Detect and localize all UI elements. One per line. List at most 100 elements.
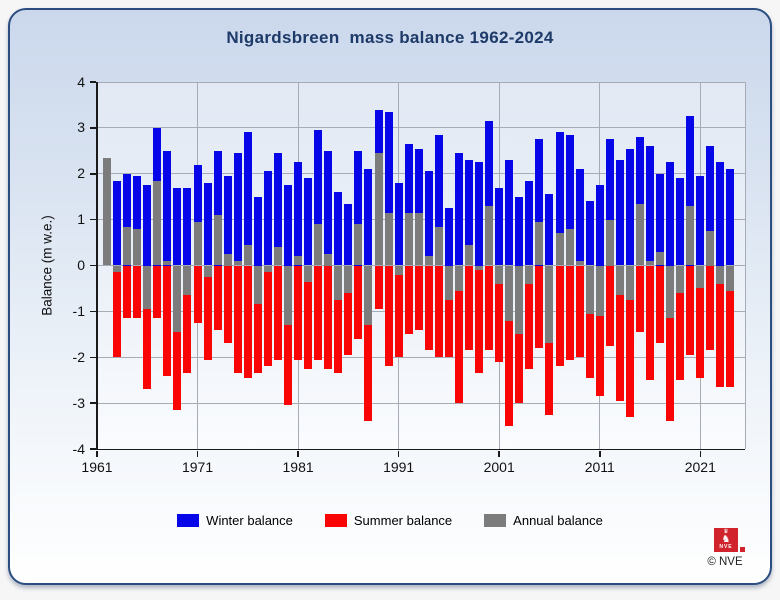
bar-winter-1987 xyxy=(354,150,363,266)
bar-annual-1987 xyxy=(354,224,363,266)
bar-winter-2000 xyxy=(485,120,494,266)
bar-winter-2024 xyxy=(726,169,735,266)
bar-annual-2000 xyxy=(485,205,494,266)
bar-summer-1979 xyxy=(273,265,282,360)
bar-winter-1995 xyxy=(434,134,443,266)
bar-annual-1962 xyxy=(103,157,112,266)
bar-annual-1988 xyxy=(364,265,373,326)
bar-winter-2009 xyxy=(575,169,584,266)
bar-summer-2004 xyxy=(525,265,534,369)
bar-summer-1974 xyxy=(223,265,232,344)
x-tick-1991 xyxy=(397,450,400,457)
bar-winter-2023 xyxy=(716,162,725,266)
bar-summer-1985 xyxy=(334,265,343,374)
bar-annual-1983 xyxy=(314,224,323,266)
bar-summer-2013 xyxy=(615,265,624,401)
bar-annual-2015 xyxy=(635,203,644,266)
bar-summer-2014 xyxy=(625,265,634,417)
bar-annual-1996 xyxy=(444,265,453,300)
x-tick-label-2011: 2011 xyxy=(584,459,615,475)
x-tick-2021 xyxy=(699,450,702,457)
bar-annual-1973 xyxy=(213,215,222,266)
bar-winter-2006 xyxy=(545,194,554,266)
bar-annual-2008 xyxy=(565,228,574,266)
plot-area xyxy=(97,82,745,449)
bar-winter-2005 xyxy=(535,139,544,266)
bar-winter-1994 xyxy=(424,171,433,266)
bar-summer-1990 xyxy=(384,265,393,367)
bar-annual-1999 xyxy=(475,265,484,271)
legend-entry-winter: Winter balance xyxy=(177,513,293,528)
bar-annual-2010 xyxy=(585,265,594,314)
bar-annual-1971 xyxy=(193,221,202,266)
legend-entry-annual: Annual balance xyxy=(484,513,603,528)
bar-annual-1986 xyxy=(344,265,353,294)
copyright-text: © NVE xyxy=(707,556,743,568)
bar-annual-2023 xyxy=(716,265,725,284)
bar-annual-1976 xyxy=(243,244,252,266)
bar-summer-1968 xyxy=(163,265,172,376)
bar-annual-1984 xyxy=(324,254,333,266)
bar-annual-1969 xyxy=(173,265,182,333)
bar-summer-2017 xyxy=(656,265,665,344)
bar-summer-1965 xyxy=(133,265,142,319)
bar-summer-2002 xyxy=(505,265,514,427)
bar-annual-1977 xyxy=(253,265,262,305)
bar-winter-2004 xyxy=(525,180,534,266)
bar-winter-1975 xyxy=(233,153,242,266)
bar-winter-1979 xyxy=(273,153,282,266)
x-tick-1961 xyxy=(96,450,98,457)
legend: Winter balance Summer balance Annual bal… xyxy=(10,513,770,528)
bar-annual-2001 xyxy=(495,265,504,284)
bar-summer-1977 xyxy=(253,265,262,374)
bar-annual-2013 xyxy=(615,265,624,296)
bar-annual-1972 xyxy=(203,265,212,277)
y-tick--1 xyxy=(90,310,96,313)
bar-annual-1966 xyxy=(143,265,152,310)
bar-summer-1973 xyxy=(213,265,222,330)
bar-winter-1972 xyxy=(203,182,212,266)
gridline-y-3 xyxy=(97,127,745,129)
bar-winter-1988 xyxy=(364,169,373,266)
bar-winter-1986 xyxy=(344,203,353,266)
bar-summer-1969 xyxy=(173,265,182,410)
bar-winter-1964 xyxy=(123,173,132,266)
gridline-y-4 xyxy=(97,82,745,83)
bar-winter-1973 xyxy=(213,150,222,266)
bar-winter-1969 xyxy=(173,187,182,266)
bar-annual-2006 xyxy=(545,265,554,344)
y-tick-label--1: -1 xyxy=(72,302,85,319)
bar-summer-2009 xyxy=(575,265,584,358)
chart-card: Nigardsbreen mass balance 1962-2024 Bala… xyxy=(8,8,772,585)
bar-annual-2011 xyxy=(595,265,604,316)
bar-annual-2007 xyxy=(555,233,564,266)
bar-winter-2015 xyxy=(635,137,644,266)
bar-winter-2021 xyxy=(696,176,705,266)
bar-winter-2002 xyxy=(505,159,514,266)
y-tick--2 xyxy=(90,356,96,358)
bar-annual-1982 xyxy=(304,265,313,282)
bar-summer-2023 xyxy=(716,265,725,388)
nve-logo-square: ♛ ♞ NVE xyxy=(714,528,738,552)
bar-summer-2007 xyxy=(555,265,564,367)
bar-annual-1993 xyxy=(414,212,423,266)
bar-summer-2001 xyxy=(495,265,504,362)
bar-winter-2014 xyxy=(625,148,634,266)
y-tick-label-4: 4 xyxy=(77,73,85,90)
bar-winter-1976 xyxy=(243,132,252,266)
bar-summer-1976 xyxy=(243,265,252,378)
bar-annual-1981 xyxy=(294,256,303,266)
bar-summer-1966 xyxy=(143,265,152,390)
y-tick-label-2: 2 xyxy=(77,165,85,182)
y-axis-label: Balance (m w.e.) xyxy=(39,215,55,316)
bar-annual-1998 xyxy=(465,244,474,266)
bar-winter-2020 xyxy=(686,116,695,266)
bar-winter-1996 xyxy=(444,208,453,266)
bar-winter-1997 xyxy=(454,153,463,266)
bar-annual-2024 xyxy=(726,265,735,291)
bar-summer-2008 xyxy=(565,265,574,360)
bar-annual-2004 xyxy=(525,265,534,284)
bar-winter-1966 xyxy=(143,185,152,266)
y-tick-label--4: -4 xyxy=(72,440,85,457)
bar-summer-2015 xyxy=(635,265,644,333)
